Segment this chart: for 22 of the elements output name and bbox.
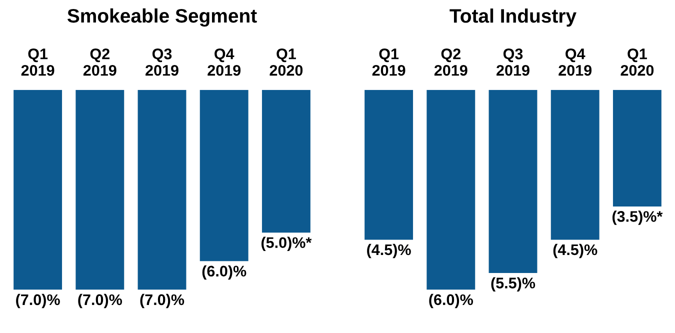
data-label: (5.0)%* [261,236,312,252]
x-tick-label: Q1 2019 [21,48,54,76]
data-label: (3.5)%* [612,210,663,225]
data-label: (6.0)% [429,294,473,308]
data-label: (5.5)% [491,277,536,292]
x-tick-label: Q1 2020 [620,48,654,76]
x-tick-label: Q1 2020 [270,48,303,76]
data-label: (4.5)% [367,244,411,258]
data-label: (7.0)% [140,294,184,308]
x-tick-label: Q4 2019 [558,48,592,76]
x-tick-label: Q1 2019 [372,48,406,76]
x-tick-label: Q2 2019 [83,48,116,76]
x-tick-label: Q4 2019 [208,48,241,76]
data-label: (7.0)% [78,294,122,308]
data-label: (7.0)% [16,294,60,308]
x-tick-label: Q3 2019 [146,48,178,76]
x-tick-label: Q3 2019 [496,48,530,76]
data-label: (4.5)% [553,244,598,258]
chart-title: Smokeable Segment [67,8,257,27]
chart-title: Total Industry [450,8,576,27]
data-label: (6.0)% [202,265,246,280]
x-tick-label: Q2 2019 [434,48,468,76]
